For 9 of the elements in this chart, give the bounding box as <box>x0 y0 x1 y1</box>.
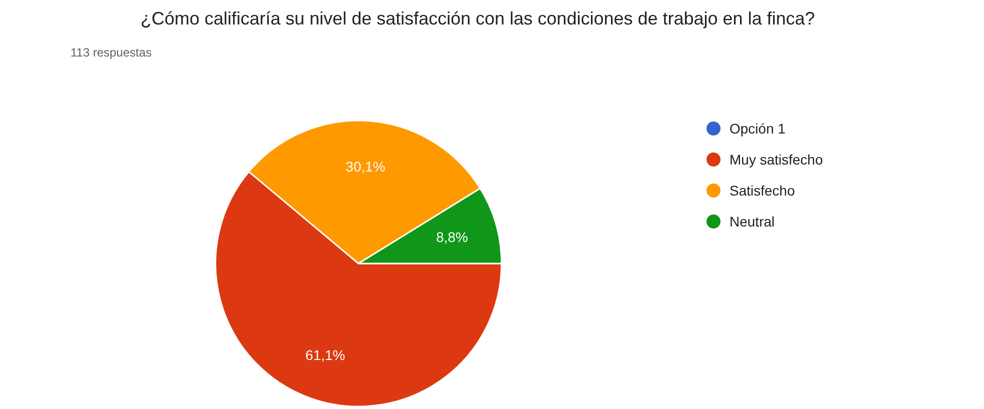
chart-title: ¿Cómo calificaría su nivel de satisfacción con las condiciones de trabajo en la finca? <box>140 8 815 28</box>
legend-label: Satisfecho <box>730 182 796 198</box>
legend-label: Neutral <box>730 214 775 230</box>
data-label: 61,1% <box>305 346 346 363</box>
legend-label: Opción 1 <box>730 120 786 136</box>
text: 113 respuestas <box>70 46 152 60</box>
data-label: 30,1% <box>346 158 386 175</box>
legend-label: Muy satisfecho <box>730 152 824 168</box>
data-label: 8,8% <box>436 228 468 245</box>
